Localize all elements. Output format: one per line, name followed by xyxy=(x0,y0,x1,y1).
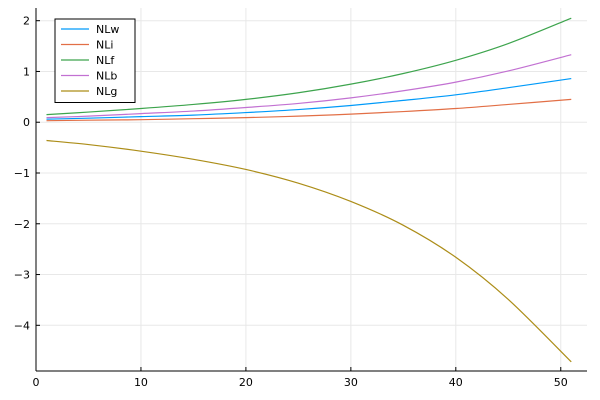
x-tick-label: 20 xyxy=(239,376,253,389)
legend-label-nlg: NLg xyxy=(96,85,117,98)
legend-label-nlf: NLf xyxy=(96,54,115,67)
x-tick-label: 10 xyxy=(134,376,148,389)
y-tick-label: −3 xyxy=(14,269,30,282)
x-tick-label: 40 xyxy=(449,376,463,389)
y-tick-label: −2 xyxy=(14,218,30,231)
legend-label-nlw: NLw xyxy=(96,23,119,36)
x-ticks: 0 10 20 30 40 50 xyxy=(33,367,568,389)
y-ticks: 2 1 0 −1 −2 −3 −4 xyxy=(14,15,40,332)
y-tick-label: −4 xyxy=(14,319,30,332)
series-line-nlb xyxy=(46,54,572,119)
y-tick-label: 2 xyxy=(23,15,30,28)
legend-box xyxy=(54,18,136,103)
x-tick-label: 0 xyxy=(33,376,40,389)
x-tick-label: 30 xyxy=(344,376,358,389)
legend-label-nli: NLi xyxy=(96,39,113,52)
axes xyxy=(35,8,587,372)
x-tick-label: 50 xyxy=(554,376,568,389)
grid xyxy=(35,8,587,371)
series-line-nlf xyxy=(46,17,572,116)
legend-label-nlb: NLb xyxy=(96,70,117,83)
series-line-nlw xyxy=(46,77,572,120)
y-tick-label: 1 xyxy=(23,65,30,78)
series-group xyxy=(46,17,572,363)
legend: NLw NLi NLf NLb NLg xyxy=(54,18,136,103)
series-line-nli xyxy=(46,98,572,122)
series-line-nlg xyxy=(46,139,572,363)
y-tick-label: −1 xyxy=(14,167,30,180)
y-tick-label: 0 xyxy=(23,116,30,129)
